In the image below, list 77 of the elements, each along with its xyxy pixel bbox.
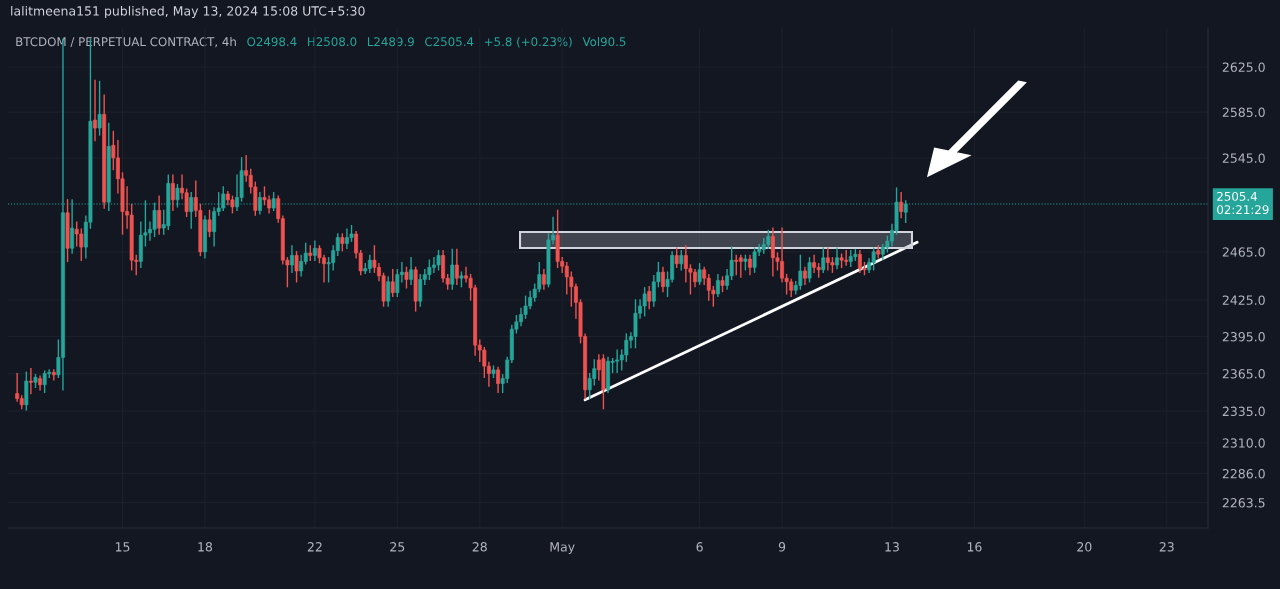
candlestick: [390, 269, 395, 297]
x-tick-label: 18: [198, 542, 213, 552]
candlestick: [404, 266, 409, 289]
x-tick-label: May: [550, 542, 575, 554]
candlestick: [97, 80, 102, 136]
candlestick: [290, 245, 294, 273]
candlestick: [679, 249, 684, 271]
candlestick: [294, 251, 299, 283]
candlestick: [312, 240, 317, 261]
y-tick-label: 2310.0: [1222, 438, 1265, 448]
x-tick-label: 23: [1159, 542, 1174, 552]
candlestick: [28, 367, 33, 395]
candlestick: [633, 299, 638, 349]
annotation: Vol90.5: [582, 37, 626, 47]
candlestick: [454, 248, 459, 285]
x-tick-label: 28: [472, 542, 487, 552]
candlestick: [450, 248, 455, 290]
candlestick: [738, 254, 743, 278]
annotation: L2489.9: [367, 37, 414, 47]
candlestick: [752, 247, 757, 273]
x-tick-label: 15: [115, 542, 130, 552]
candlestick: [812, 254, 817, 273]
candlestick: [835, 247, 839, 270]
candlestick: [642, 287, 647, 317]
candlestick: [427, 259, 432, 281]
annotation: +5.8 (+0.23%): [484, 37, 572, 48]
annotation: H2508.0: [308, 37, 357, 47]
candlestick: [418, 273, 423, 307]
chart-title: lalitmeena151 published, May 13, 2024 15:08 UTC+5:30: [11, 5, 365, 19]
x-tick-label: 22: [307, 542, 322, 552]
ref-line-label: 2505.4 02:21:29: [1217, 191, 1269, 215]
y-tick-label: 2625.0: [1222, 62, 1265, 72]
y-tick-label: 2335.0: [1222, 406, 1265, 417]
candlestick: [93, 79, 97, 142]
candlestick: [409, 257, 414, 285]
candlestick: [15, 372, 20, 402]
x-tick-label: 6: [696, 542, 703, 552]
candlestick: [207, 209, 212, 238]
candlestick: [899, 192, 904, 219]
candlestick: [170, 174, 175, 212]
candlestick: [807, 257, 812, 283]
candlestick: [715, 273, 720, 297]
x-tick-label: 9: [778, 542, 786, 552]
candlestick: [674, 247, 679, 269]
y-tick-label: 2286.0: [1222, 468, 1265, 479]
x-tick-label: 25: [390, 542, 405, 552]
candlestick: [386, 276, 391, 307]
candlestick: [748, 254, 752, 276]
annotation: C2505.4: [425, 37, 474, 47]
candlestick: [871, 247, 876, 271]
y-tick-label: 2545.0: [1222, 153, 1265, 163]
candlestick: [496, 366, 501, 393]
x-tick-label: 20: [1077, 542, 1092, 552]
y-tick-label: 2395.0: [1222, 332, 1265, 342]
y-tick-label: 2465.0: [1222, 247, 1265, 257]
candlestick: [189, 192, 194, 229]
candlestick: [661, 266, 665, 293]
candlestick: [798, 254, 803, 290]
x-tick-label: 16: [967, 542, 982, 552]
y-tick-label: 2585.0: [1222, 107, 1265, 118]
candlestick: [157, 195, 162, 235]
y-tick-label: 2263.5: [1222, 498, 1265, 508]
candlestick: [821, 247, 826, 273]
candlestick: [441, 249, 446, 283]
candlestick: [697, 263, 702, 285]
candlestick: [212, 207, 217, 247]
candlestick: [299, 254, 304, 277]
annotation: O2498.4: [247, 37, 297, 47]
candlestick: [647, 285, 652, 310]
candlestick: [42, 370, 47, 393]
y-tick-label: 2365.0: [1222, 369, 1265, 379]
candlestick: [734, 254, 739, 276]
y-tick-label: 2425.0: [1222, 295, 1265, 305]
candlestick: [436, 249, 441, 271]
candlestick: [541, 269, 546, 290]
candlestick: [24, 371, 29, 411]
x-tick-label: 13: [885, 542, 899, 552]
